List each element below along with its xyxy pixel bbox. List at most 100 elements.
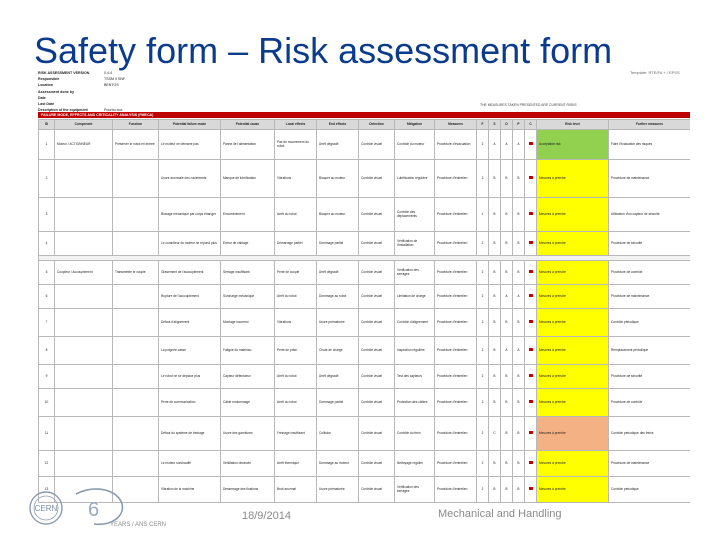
criticality-marker <box>528 487 533 491</box>
cell-d: B <box>500 476 513 503</box>
cell-c <box>524 450 537 477</box>
cell-meas: Procédure d'entretien <box>434 336 477 365</box>
cell-end: Dommage au moteur <box>316 450 359 477</box>
column-header: Detection <box>358 119 395 130</box>
cell-cause: Surcharge mécanique <box>220 284 275 309</box>
column-header: ID <box>38 119 55 130</box>
cell-det: Contrôle visuel <box>358 284 395 309</box>
cell-func <box>112 308 159 337</box>
svg-text:CERN: CERN <box>35 504 58 513</box>
cell-end: Dommage au robot <box>316 284 359 309</box>
criticality-marker <box>528 241 533 245</box>
cell-local: Vibrations <box>274 159 317 198</box>
cell-end: Arrêt dégradé <box>316 364 359 389</box>
cell-d: B <box>500 308 513 337</box>
cell-risk: Mesures à prendre <box>536 231 609 256</box>
cell-c <box>524 197 537 232</box>
metadata-value: 0.4.4 <box>104 71 112 75</box>
cell-meas: Procédure d'entretien <box>434 159 477 198</box>
cell-func <box>112 336 159 365</box>
cell-det: Contrôle visuel <box>358 129 395 160</box>
table-row: 9 Le robot ne se déplace plus Capteur défe… <box>38 364 690 389</box>
cell-func <box>112 450 159 477</box>
template-reference: Template: RTE/FA + / EPSS <box>630 70 680 75</box>
cell-func <box>112 388 159 417</box>
metadata-value: BENTOS <box>104 83 119 88</box>
table-row: 3 Blocage mécanique par corps étranger Enc… <box>38 197 690 232</box>
criticality-marker <box>528 270 533 274</box>
cell-s: C <box>488 416 501 451</box>
cell-d: B <box>500 416 513 451</box>
column-header: Potential failure mode <box>158 119 221 130</box>
cell-f: 2 <box>476 450 489 477</box>
column-header: Mitigation <box>394 119 435 130</box>
cell-f: 2 <box>476 284 489 309</box>
cell-mit: Vérification des serrages <box>394 476 435 503</box>
cell-mit: Contrôle du frein <box>394 416 435 451</box>
cell-c <box>524 231 537 256</box>
cell-comp <box>54 364 113 389</box>
metadata-key: Description of the equipment <box>38 108 88 113</box>
cell-p: B <box>512 260 525 285</box>
cell-cause: Encombrement <box>220 197 275 232</box>
cell-local: Freinage insuffisant <box>274 416 317 451</box>
years-label: YEARS / ANS CERN <box>110 522 167 528</box>
cell-further: Contrôle périodique <box>608 308 690 337</box>
cell-comp <box>54 450 113 477</box>
cell-meas: Procédure d'entretien <box>434 388 477 417</box>
cell-id: 5 <box>38 260 55 285</box>
cell-f: 2 <box>476 416 489 451</box>
cell-mode: Blocage mécanique par corps étranger <box>158 197 221 232</box>
metadata-row: RISK ASSESSMENT VERSION 0.4.4 <box>38 70 125 76</box>
cell-d: B <box>500 388 513 417</box>
cell-meas: Procédure d'entretien <box>434 231 477 256</box>
cell-d: A <box>500 336 513 365</box>
cell-mode: Usure anormale des roulements <box>158 159 221 198</box>
cell-risk: Mesures à prendre <box>536 159 609 198</box>
cell-id: 3 <box>38 197 55 232</box>
column-header: P <box>512 119 525 130</box>
cell-meas: Procédure d'entretien <box>434 450 477 477</box>
cell-f: 2 <box>476 260 489 285</box>
cell-end: Chute de charge <box>316 336 359 365</box>
cell-det: Contrôle visuel <box>358 197 395 232</box>
cell-det: Contrôle visuel <box>358 364 395 389</box>
metadata-row: Date <box>38 95 125 101</box>
cell-end: Usure prématurée <box>316 476 359 503</box>
svg-text:6: 6 <box>88 499 99 521</box>
cell-local: Arrêt thermique <box>274 450 317 477</box>
cell-det: Contrôle visuel <box>358 231 395 256</box>
cell-cause: Desserrage des fixations <box>220 476 275 503</box>
column-header: Risk level <box>536 119 609 130</box>
cell-s: B <box>488 308 501 337</box>
cell-comp: Moteur / ACTIONNEUR <box>54 129 113 160</box>
cell-comp <box>54 284 113 309</box>
cell-mit: Protection des câbles <box>394 388 435 417</box>
cell-c <box>524 416 537 451</box>
cell-further: Procédure de contrôle <box>608 388 690 417</box>
risk-assessment-sheet: Template: RTE/FA + / EPSS RISK ASSESSMEN… <box>38 70 690 532</box>
cell-f: 2 <box>476 476 489 503</box>
cell-end: Usure prématurée <box>316 308 359 337</box>
cell-risk: Mesures à prendre <box>536 388 609 417</box>
cell-s: B <box>488 450 501 477</box>
cell-cause: Manque de lubrification <box>220 159 275 198</box>
table-row: 11 Défaut du système de freinage Usure des… <box>38 416 690 451</box>
cell-func: Transmettre le couple <box>112 260 159 285</box>
cell-p: B <box>512 450 525 477</box>
cell-risk: Mesures à prendre <box>536 416 609 451</box>
column-header: End effects <box>316 119 359 130</box>
cell-d: A <box>500 129 513 160</box>
table-row: 7 Défaut d'alignement Montage incorrect Vib… <box>38 308 690 337</box>
column-header: Further measures <box>608 119 690 130</box>
cell-risk: Mesures à prendre <box>536 284 609 309</box>
cell-func: Préserver le robot en entrée <box>112 129 159 160</box>
cell-mit: Inspection régulière <box>394 336 435 365</box>
cell-s: B <box>488 364 501 389</box>
cell-c <box>524 260 537 285</box>
criticality-marker <box>528 374 533 378</box>
cell-mode: Rupture de l'accouplement <box>158 284 221 309</box>
cell-id: 1 <box>38 129 55 160</box>
criticality-marker <box>528 142 533 146</box>
cell-mit: Contrôle d'alignement <box>394 308 435 337</box>
